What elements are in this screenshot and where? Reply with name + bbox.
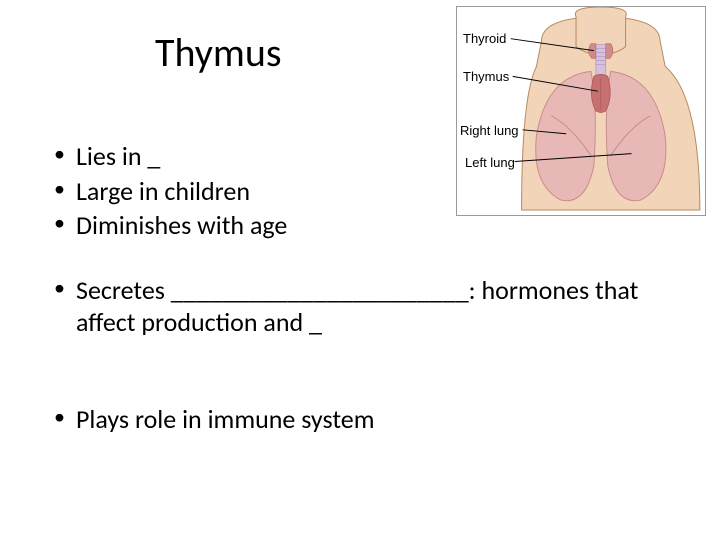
anatomy-diagram: Thyroid Thymus Right lung Left lung — [456, 6, 706, 216]
page-title: Thymus — [155, 28, 281, 77]
diagram-label-thymus: Thymus — [463, 69, 509, 84]
diagram-label-rightlung: Right lung — [460, 123, 519, 138]
diagram-label-leftlung: Left lung — [465, 155, 515, 170]
bullet-item: Plays role in immune system — [48, 403, 690, 436]
diagram-label-thyroid: Thyroid — [463, 31, 506, 46]
bullet-item: Secretes _______________________: hormon… — [48, 274, 690, 339]
